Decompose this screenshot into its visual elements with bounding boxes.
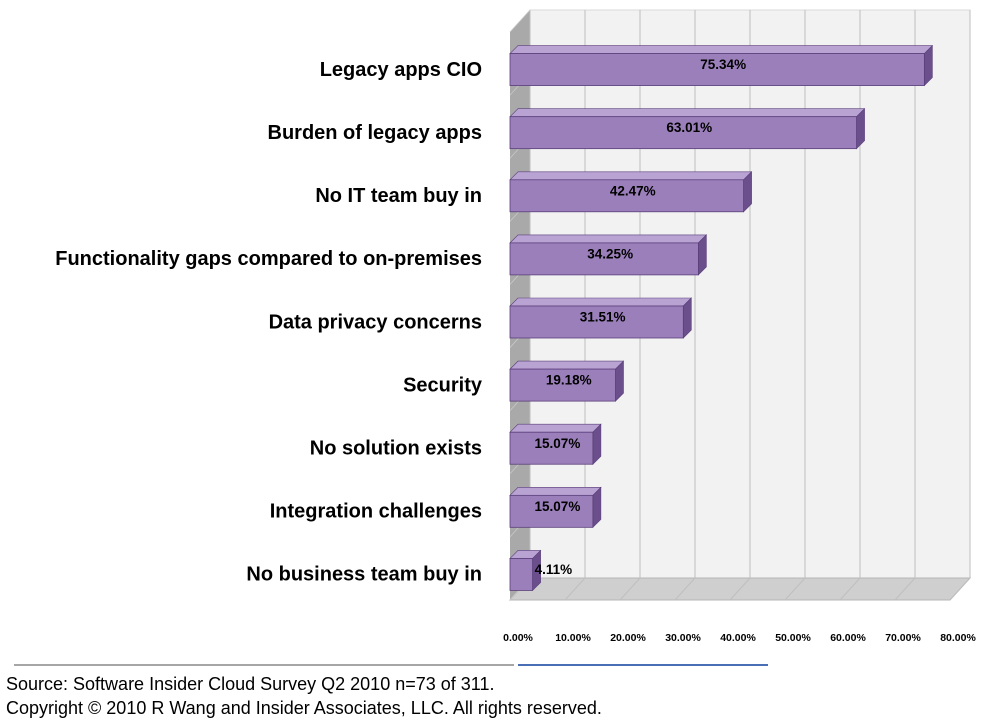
chart-bars: 75.34% 63.01% 42.47% 34.25% 31.51% 19.18% 15.0…: [509, 44, 934, 592]
copyright-note: Copyright © 2010 R Wang and Insider Asso…: [6, 698, 602, 718]
category-labels: Legacy apps CIO Burden of legacy apps No I…: [55, 59, 483, 586]
x-tick-label: 60.00%: [830, 632, 866, 644]
bar-group: 63.01%: [509, 107, 866, 150]
chart-gridlines: [509, 9, 971, 601]
footer-divider-gray: [14, 664, 514, 666]
bar: [509, 242, 699, 276]
floor-gridline: [949, 577, 971, 601]
x-tick-label: 20.00%: [610, 632, 646, 644]
category-label: Security: [403, 374, 483, 396]
bar-value-label: 63.01%: [666, 120, 712, 135]
bar: [509, 305, 684, 339]
bar-top: [509, 108, 866, 117]
floor-gridline: [564, 577, 586, 601]
bar-value-label: 4.11%: [535, 562, 573, 577]
bar: [509, 431, 594, 465]
bar-top: [509, 487, 602, 496]
bar-top: [509, 297, 693, 307]
bar-top: [509, 360, 625, 370]
bar-group: 75.34%: [509, 44, 934, 87]
x-tick-label: 80.00%: [940, 632, 976, 644]
bar-value-label: 42.47%: [610, 183, 656, 198]
x-tick-label: 0.00%: [503, 632, 533, 644]
x-tick-label: 10.00%: [555, 632, 591, 644]
bar-group: 4.11%: [509, 549, 573, 592]
x-tick-label: 40.00%: [720, 632, 756, 644]
bar-group: 15.07%: [509, 423, 602, 465]
category-label: No IT team buy in: [315, 185, 482, 207]
category-label: No business team buy in: [246, 564, 482, 586]
floor-gridline: [839, 577, 861, 601]
bar-group: 42.47%: [509, 171, 753, 213]
bar: [509, 116, 857, 150]
bar-top: [509, 45, 934, 54]
side-divider: [509, 9, 531, 33]
footer-divider-blue: [518, 664, 768, 666]
bar-group: 31.51%: [509, 297, 693, 339]
bar: [509, 494, 594, 528]
bar-top: [509, 423, 602, 433]
category-label: Data privacy concerns: [269, 311, 482, 333]
bar-value-label: 15.07%: [535, 436, 581, 451]
bar-top: [509, 234, 708, 244]
x-tick-label: 70.00%: [885, 632, 921, 644]
bar-top: [509, 171, 753, 181]
bar: [509, 368, 616, 402]
bar: [509, 558, 534, 591]
bar-chart: 75.34% 63.01% 42.47% 34.25% 31.51% 19.18% 15.0…: [55, 9, 976, 644]
bar: [509, 53, 925, 86]
category-label: Functionality gaps compared to on-premis…: [55, 248, 482, 270]
bar-group: 19.18%: [509, 360, 625, 402]
bar-value-label: 19.18%: [546, 373, 592, 388]
bar: [509, 179, 744, 213]
floor-gridline: [619, 577, 641, 601]
floor-gridline: [729, 577, 751, 601]
bar-value-label: 75.34%: [700, 57, 746, 72]
bar-value-label: 31.51%: [580, 310, 626, 325]
x-tick-label: 30.00%: [665, 632, 701, 644]
category-label: No solution exists: [310, 438, 482, 460]
floor-gridline: [674, 577, 696, 601]
bar-group: 15.07%: [509, 486, 602, 529]
x-tick-label: 50.00%: [775, 632, 811, 644]
bar-group: 34.25%: [509, 234, 708, 276]
category-label: Burden of legacy apps: [268, 122, 483, 144]
category-label: Integration challenges: [270, 501, 482, 523]
bar-value-label: 34.25%: [587, 246, 633, 261]
floor-gridline: [894, 577, 916, 601]
category-label: Legacy apps CIO: [320, 59, 482, 81]
source-note: Source: Software Insider Cloud Survey Q2…: [6, 674, 495, 694]
x-axis-tick-labels: 0.00% 10.00% 20.00% 30.00% 40.00% 50.00% 60.00…: [503, 632, 976, 644]
floor-gridline: [784, 577, 806, 601]
bar-value-label: 15.07%: [535, 499, 581, 514]
